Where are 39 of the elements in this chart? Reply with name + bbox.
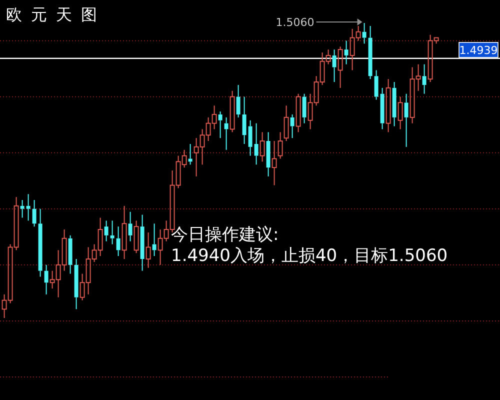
candlestick (254, 122, 258, 166)
candlestick (20, 200, 24, 218)
candlestick (128, 211, 132, 242)
candlestick (344, 40, 348, 65)
candlestick (116, 226, 120, 257)
candlestick (392, 82, 396, 127)
candlestick (38, 208, 42, 278)
candlestick (104, 220, 108, 242)
candlestick (26, 194, 30, 222)
candlestick (122, 205, 127, 260)
candlestick (242, 96, 246, 144)
candlestick (68, 234, 72, 274)
candlestick (404, 93, 408, 148)
candlestick (32, 200, 36, 228)
candlestick (266, 132, 270, 177)
candlestick (146, 232, 151, 268)
candlestick (44, 264, 48, 295)
chart-title: 欧元天图 (6, 5, 106, 24)
candlestick (302, 93, 306, 124)
text: 1.4939 (459, 44, 498, 57)
candlestick (248, 120, 252, 156)
candlestick (218, 111, 222, 139)
candlestick (422, 64, 426, 94)
candlestick (368, 25, 372, 80)
candlestick (332, 49, 336, 82)
candlestick (74, 258, 78, 310)
candlestick (188, 143, 192, 166)
annotation: 今日操作建议: 1.4940入场，止损40，目标1.5060 (171, 225, 448, 266)
candlestick (380, 87, 384, 130)
candlestick (224, 116, 228, 150)
annotation: 1.5060 (276, 16, 314, 29)
candlestick (362, 22, 366, 44)
candlestick (140, 214, 144, 272)
candlestick (272, 140, 277, 186)
candlestick (236, 84, 240, 118)
candlestick (386, 78, 391, 133)
candlestick (110, 220, 114, 245)
candlestick (152, 223, 156, 257)
candlestick (290, 114, 294, 139)
